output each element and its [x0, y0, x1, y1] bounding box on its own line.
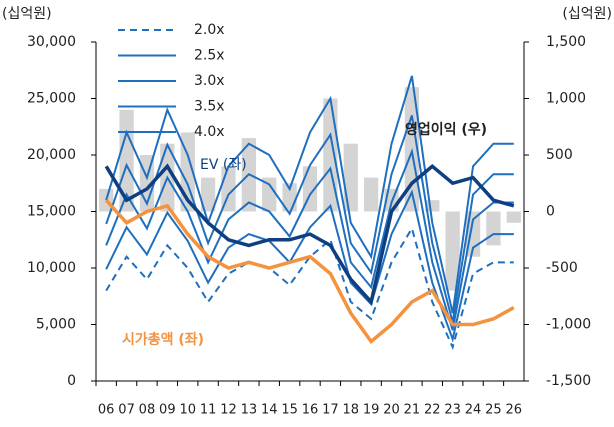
- bar: [486, 211, 501, 246]
- bar: [119, 109, 134, 212]
- x-tick-label: 26: [506, 403, 523, 418]
- x-tick-label: 19: [363, 403, 380, 418]
- band-line: [105, 75, 514, 314]
- x-tick-label: 18: [342, 403, 359, 418]
- x-tick-label: 13: [241, 403, 258, 418]
- y2-tick-label: 1,000: [546, 91, 586, 107]
- y2-tick-label: 0: [546, 204, 555, 220]
- y2-tick-label: -1,500: [546, 373, 591, 389]
- y-tick-label: 25,000: [27, 91, 76, 107]
- bar: [506, 211, 521, 223]
- x-tick-label: 21: [404, 403, 421, 418]
- legend-label: 3.0x: [194, 73, 225, 89]
- x-tick-label: 23: [444, 403, 461, 418]
- bar: [343, 143, 358, 212]
- x-tick-label: 24: [465, 403, 482, 418]
- y2-tick-label: -500: [546, 260, 578, 276]
- legend-label: 4.0x: [194, 124, 225, 140]
- band-line: [105, 148, 514, 331]
- band-line: [105, 189, 514, 343]
- x-tick-label: 22: [424, 403, 441, 418]
- x-tick-label: 25: [485, 403, 502, 418]
- y-tick-label: 5,000: [36, 317, 76, 333]
- y-tick-label: 20,000: [27, 147, 76, 163]
- y2-tick-label: 500: [546, 147, 573, 163]
- x-tick-label: 09: [159, 403, 176, 418]
- x-tick-label: 08: [139, 403, 156, 418]
- y2-tick-label: 1,500: [546, 34, 586, 50]
- line: [104, 199, 515, 344]
- bar-label: 영업이익 (우): [405, 121, 487, 138]
- x-tick-label: 15: [281, 403, 298, 418]
- bar: [200, 177, 216, 212]
- x-tick-label: 12: [220, 403, 237, 418]
- y-tick-label: 0: [67, 373, 76, 389]
- y-tick-label: 10,000: [27, 260, 76, 276]
- y-axis-title: (십억원): [2, 6, 52, 22]
- x-tick-label: 14: [261, 403, 278, 418]
- bar: [364, 177, 379, 212]
- line-label: 시가총액 (좌): [122, 331, 204, 348]
- band-line: [105, 115, 514, 323]
- x-tick-label: 10: [179, 403, 196, 418]
- x-tick-label: 11: [200, 403, 217, 418]
- bar: [445, 211, 460, 291]
- line-label: EV (좌): [200, 157, 247, 173]
- x-tick-label: 17: [322, 403, 339, 418]
- y2-axis-title: (십억원): [562, 6, 612, 22]
- legend-label: 2.0x: [194, 22, 225, 38]
- x-tick-label: 07: [118, 403, 135, 418]
- legend-label: 2.5x: [194, 48, 225, 64]
- bar: [262, 177, 277, 212]
- x-tick-label: 06: [98, 403, 115, 418]
- bar: [425, 200, 440, 212]
- x-tick-label: 16: [302, 403, 319, 418]
- y2-tick-label: -1,000: [546, 317, 591, 333]
- legend-label: 3.5x: [194, 99, 225, 115]
- y-tick-label: 15,000: [27, 204, 76, 220]
- y-tick-label: 30,000: [27, 34, 76, 50]
- line: [104, 163, 515, 306]
- x-tick-label: 20: [383, 403, 400, 418]
